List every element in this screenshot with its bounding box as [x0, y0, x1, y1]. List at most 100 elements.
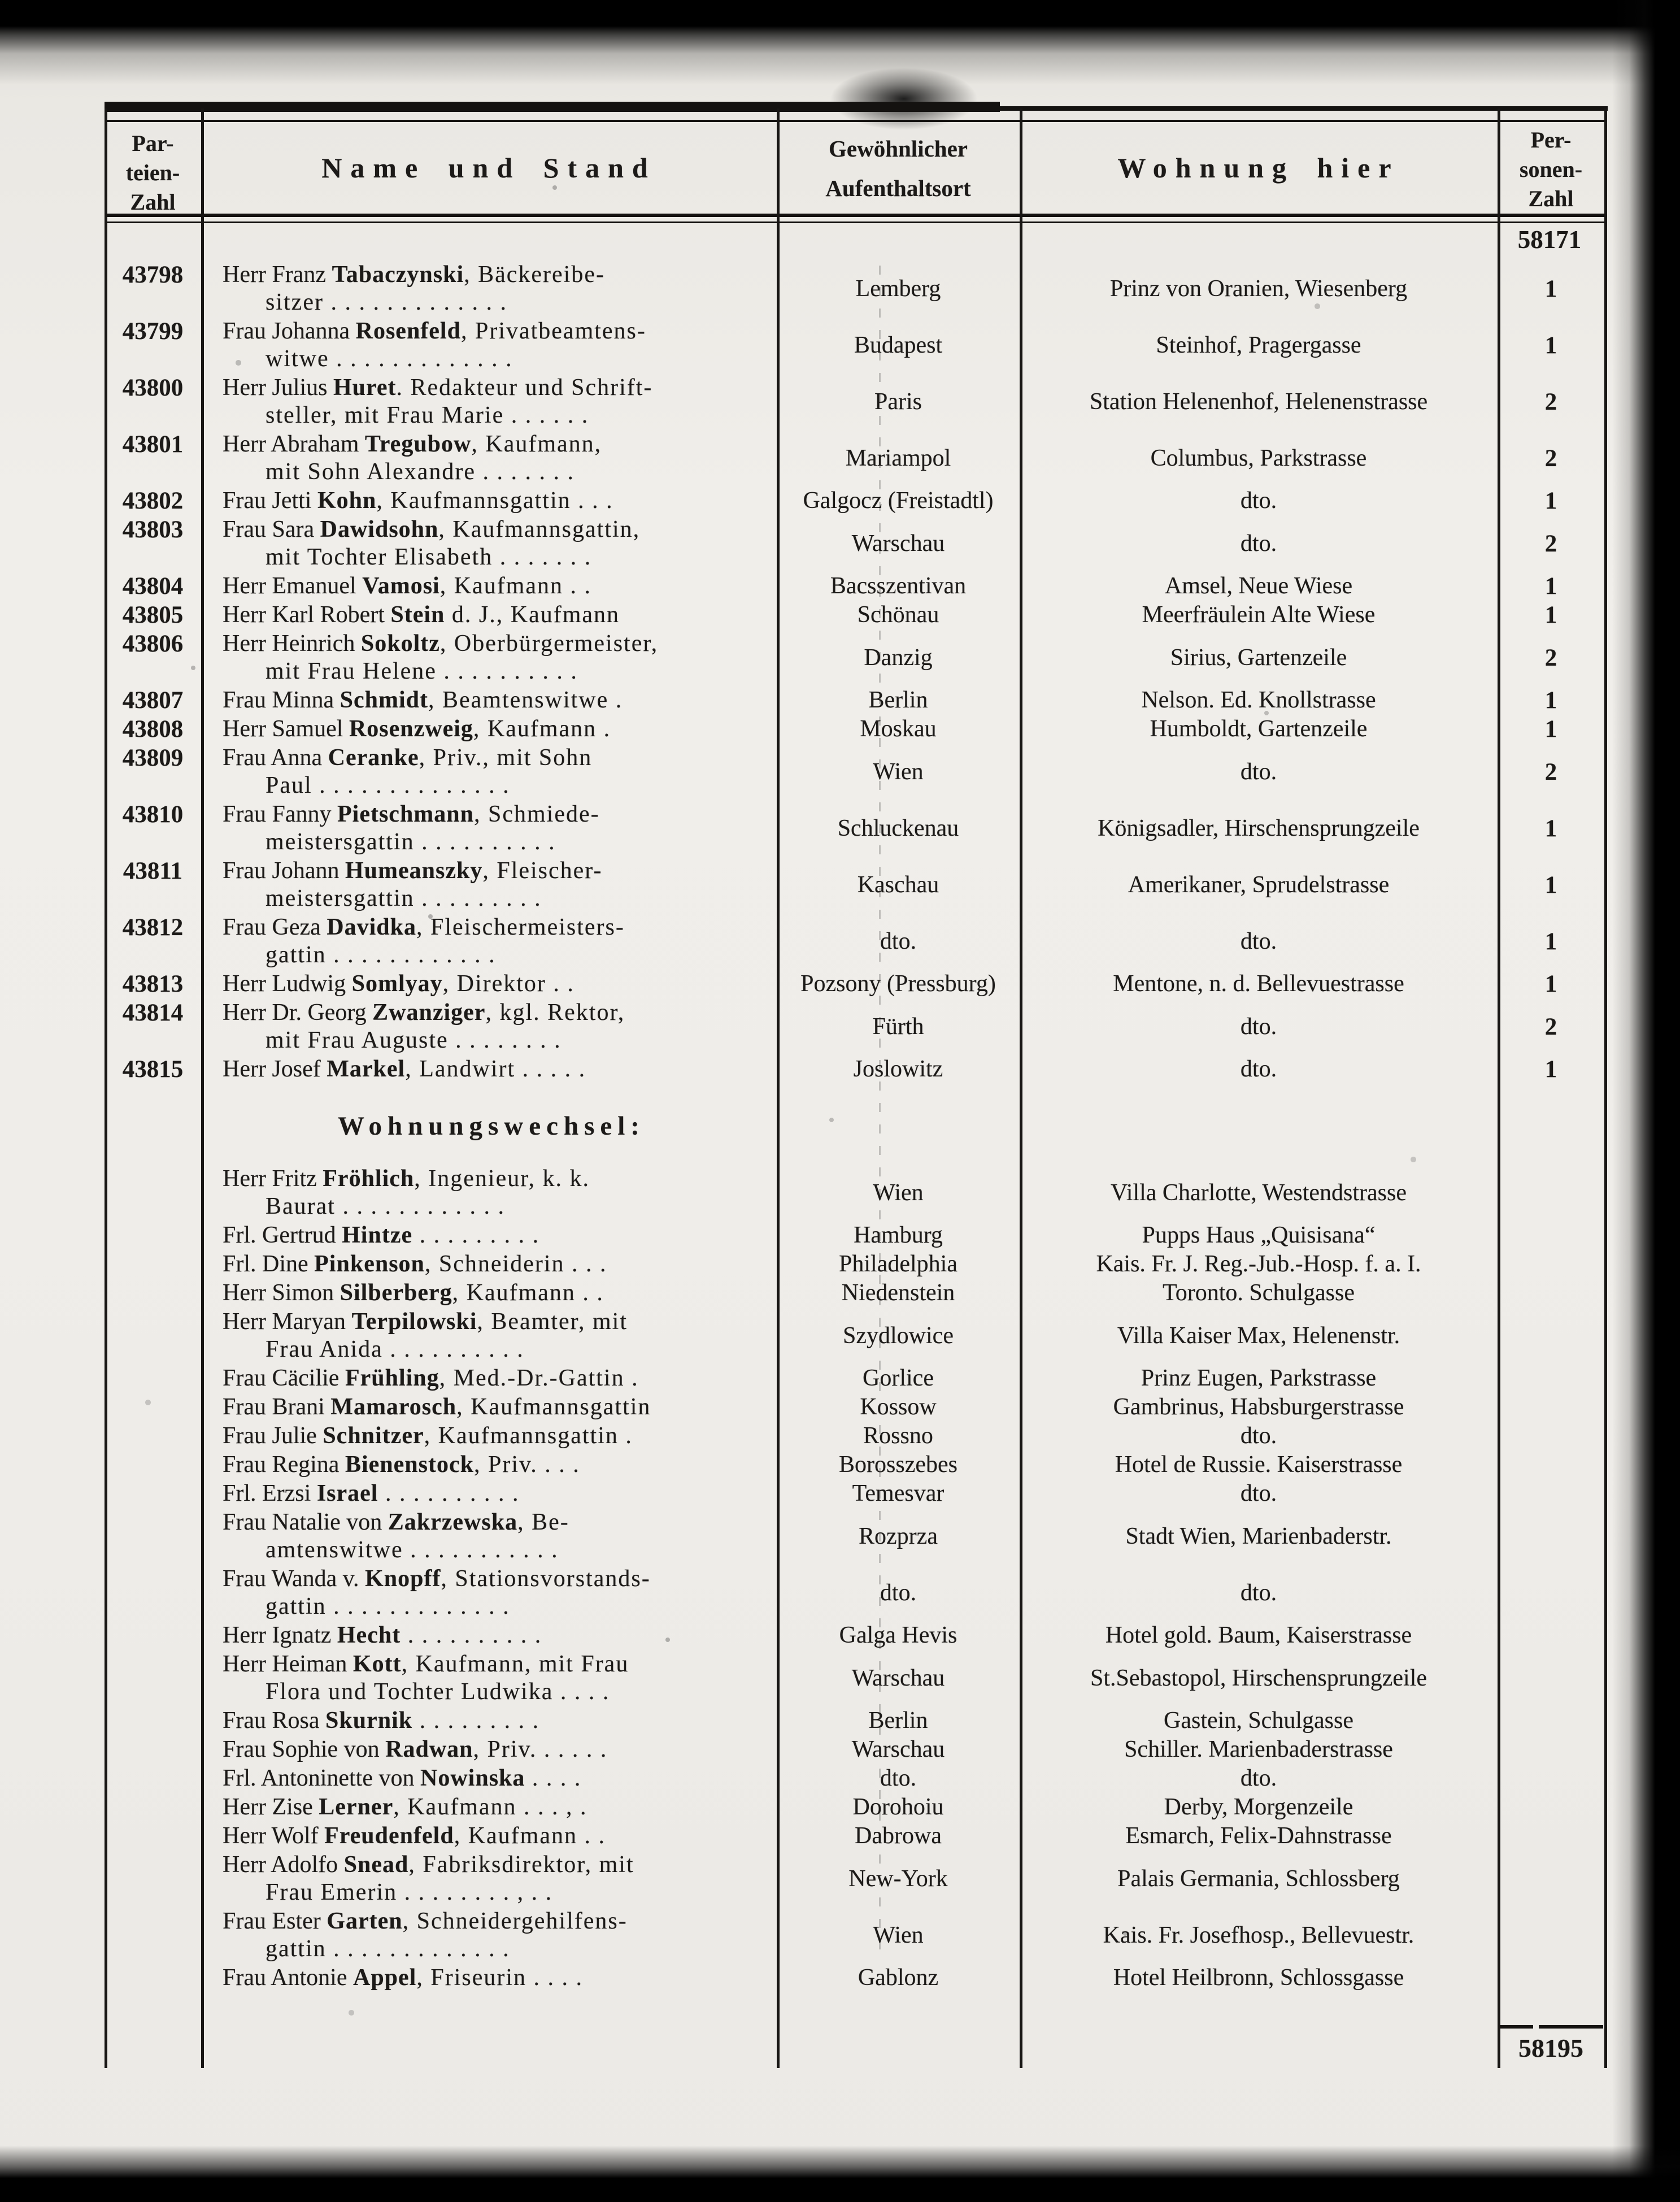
guest-name: Herr Dr. Georg Zwanziger, kgl. Rektor, mi…	[201, 999, 777, 1054]
guest-surname: Pinkenson	[314, 1251, 425, 1277]
guest-surname: Israel	[316, 1480, 378, 1506]
guest-name-line: Frau Sara Dawidsohn, Kaufmannsgattin,	[223, 516, 777, 544]
guest-name-prefix: Herr Karl Robert	[223, 602, 391, 628]
table-row: 43803 Frau Sara Dawidsohn, Kaufmannsgatti…	[105, 516, 1604, 571]
guest-name: Herr Adolfo Snead, Fabriksdirektor, mit F…	[201, 1851, 777, 1906]
lodging-here: Gastein, Schulgasse	[1164, 1708, 1353, 1734]
lodging-here: Derby, Morgenzeile	[1164, 1794, 1353, 1820]
guest-name-line: Herr Fritz Fröhlich, Ingenieur, k. k.	[223, 1165, 777, 1193]
guest-surname: Nowinska	[420, 1765, 525, 1791]
guest-name-prefix: Frau Johanna	[223, 318, 356, 344]
table-row: Frau Rosa Skurnik . . . . . . . . . Berli…	[105, 1707, 1604, 1735]
guest-name-suffix: , Kaufmannsgattin .	[424, 1423, 633, 1449]
header-line: sonen-	[1519, 157, 1583, 182]
row-number	[105, 1622, 201, 1649]
person-count: 1	[1544, 928, 1557, 955]
person-count	[1498, 1851, 1604, 1906]
guest-name-prefix: Frau Wanda v.	[223, 1566, 365, 1592]
header-bottom-rule	[105, 214, 1607, 217]
guest-name-prefix: Herr Franz	[223, 262, 332, 288]
lodging-here: Pupps Haus „Quisisana“	[1142, 1222, 1376, 1248]
lodging-here: dto.	[1240, 1579, 1277, 1606]
row-number	[105, 1279, 201, 1307]
guest-name-line: Herr Emanuel Vamosi, Kaufmann . .	[223, 572, 777, 600]
column-separator	[777, 108, 780, 2068]
row-number: 43804	[122, 573, 184, 600]
guest-name: Frau Antonie Appel, Friseurin . . . .	[201, 1964, 777, 1992]
row-number: 43806	[122, 631, 184, 657]
guest-name-suffix: , Beamtenswitwe .	[428, 687, 623, 713]
table-row: 43815 Herr Josef Markel, Landwirt . . . .…	[105, 1056, 1604, 1083]
guest-surname: Knopff	[365, 1566, 441, 1592]
person-count: 1	[1544, 971, 1557, 997]
row-number	[105, 1851, 201, 1906]
origin-place: Gablonz	[858, 1965, 939, 1991]
guest-name-line: Herr Josef Markel, Landwirt . . . . .	[223, 1056, 777, 1083]
lodging-here: dto.	[1240, 1013, 1277, 1040]
guest-name: Frau Johanna Rosenfeld, Privatbeamtens-w…	[201, 318, 777, 373]
lodging-here: Amsel, Neue Wiese	[1164, 573, 1353, 599]
guest-name-continuation: steller, mit Frau Marie . . . . . .	[266, 402, 589, 428]
person-count: 1	[1544, 602, 1557, 628]
row-number: 43807	[122, 687, 184, 714]
guest-name-line: Herr Heinrich Sokoltz, Oberbürgermeister…	[223, 630, 777, 658]
row-number	[105, 1165, 201, 1221]
row-number: 43812	[122, 914, 184, 941]
table-row: 43802 Frau Jetti Kohn, Kaufmannsgattin . …	[105, 487, 1604, 515]
guest-name: Herr Heiman Kott, Kaufmann, mit Frau Flor…	[201, 1651, 777, 1706]
guest-name-suffix: , Kaufmannsgattin	[456, 1394, 651, 1420]
guest-name: Herr Abraham Tregubow, Kaufmann, mit Sohn…	[201, 431, 777, 486]
guest-name-line: Herr Wolf Freudenfeld, Kaufmann . .	[223, 1822, 777, 1850]
header-aufenthaltsort: Gewöhnlicher Aufenthaltsort	[777, 129, 1020, 208]
guest-name-suffix: , Med.-Dr.-Gattin .	[439, 1365, 639, 1391]
guest-name-continuation: Frau Emerin . . . . . . . . , . .	[266, 1879, 553, 1905]
column-separator	[1020, 108, 1022, 2068]
origin-place: Wien	[873, 758, 924, 785]
table-row: Frau Natalie von Zakrzewska, Be-amtenswi…	[105, 1509, 1604, 1564]
table-row: 43811 Frau Johann Humeanszky, Fleischer-m…	[105, 857, 1604, 913]
guest-name-prefix: Herr Josef	[223, 1056, 327, 1082]
guest-name-suffix: , Kaufmann . .	[439, 573, 591, 599]
table-row: Herr Fritz Fröhlich, Ingenieur, k. k. Bau…	[105, 1165, 1604, 1221]
guest-surname: Huret	[333, 375, 397, 401]
origin-place: Danzig	[864, 644, 933, 671]
guest-name-prefix: Frau Minna	[223, 687, 340, 713]
lodging-here: Stadt Wien, Marienbaderstr.	[1125, 1523, 1392, 1549]
table-top-rule-thick	[105, 102, 1000, 112]
guest-surname: Bienenstock	[345, 1452, 474, 1478]
table-top-rule-thin	[105, 120, 1607, 122]
guest-name: Frau Johann Humeanszky, Fleischer-meiste…	[201, 857, 777, 913]
guest-name-line: Herr Heiman Kott, Kaufmann, mit Frau	[223, 1651, 777, 1678]
guest-surname: Rosenfeld	[355, 318, 461, 344]
person-count: 2	[1544, 530, 1557, 557]
row-number: 43814	[122, 1000, 184, 1026]
table-row: Frau Brani Mamarosch, Kaufmannsgattin Kos…	[105, 1393, 1604, 1421]
person-count: 2	[1544, 644, 1557, 671]
origin-place: Kaschau	[857, 871, 939, 898]
guest-name-suffix: , Kaufmann . . . , .	[393, 1794, 587, 1820]
table-row: Herr Zise Lerner, Kaufmann . . . , . Doro…	[105, 1793, 1604, 1821]
guest-name-continuation: gattin . . . . . . . . . . . . .	[266, 1593, 510, 1619]
person-count: 1	[1544, 573, 1557, 600]
lodging-here: Kais. Fr. J. Reg.-Jub.-Hosp. f. a. I.	[1096, 1251, 1421, 1277]
person-count	[1498, 1422, 1604, 1450]
guest-name: Herr Simon Silberberg, Kaufmann . .	[201, 1279, 777, 1307]
guest-name-suffix: , Kaufmann, mit Frau	[401, 1651, 629, 1677]
origin-place: Berlin	[868, 687, 928, 713]
person-count: 2	[1544, 388, 1557, 415]
running-total: 58195	[1518, 2034, 1583, 2062]
guest-name: Frau Cäcilie Frühling, Med.-Dr.-Gattin .	[201, 1365, 777, 1392]
guest-name: Herr Franz Tabaczynski, Bäckereibe-sitze…	[201, 261, 777, 316]
guest-name-continuation: gattin . . . . . . . . . . . . .	[266, 1936, 510, 1962]
row-number	[105, 1707, 201, 1735]
origin-place: Rossno	[863, 1423, 933, 1449]
lodging-here: Prinz von Oranien, Wiesenberg	[1109, 275, 1408, 302]
guest-name: Frau Jetti Kohn, Kaufmannsgattin . . .	[201, 487, 777, 515]
guest-name: Herr Karl Robert Stein d. J., Kaufmann	[201, 601, 777, 629]
guest-name-prefix: Herr Maryan	[223, 1309, 352, 1335]
guest-surname: Somlyay	[351, 971, 443, 997]
origin-place: Schönau	[857, 602, 939, 628]
guest-name-suffix: , kgl. Rektor,	[485, 1000, 625, 1026]
origin-place: New-York	[848, 1865, 948, 1892]
guest-name: Herr Heinrich Sokoltz, Oberbürgermeister…	[201, 630, 777, 685]
